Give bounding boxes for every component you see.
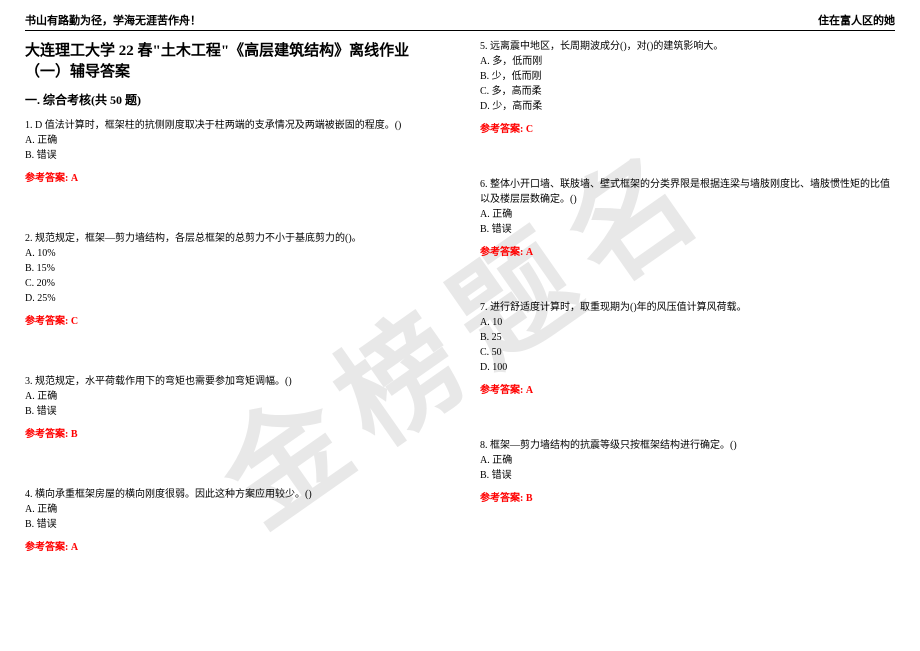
option: D. 100 xyxy=(480,360,895,375)
answer-value: A xyxy=(71,542,78,553)
doc-title: 大连理工大学 22 春"土木工程"《高层建筑结构》离线作业（一）辅导答案 xyxy=(25,39,440,81)
option: B. 错误 xyxy=(25,404,440,419)
answer-label: 参考答案: xyxy=(480,124,523,135)
answer-label: 参考答案: xyxy=(480,493,523,504)
answer: 参考答案: A xyxy=(25,540,440,555)
answer: 参考答案: A xyxy=(25,171,440,186)
section-title: 一. 综合考核(共 50 题) xyxy=(25,91,440,108)
option: B. 错误 xyxy=(480,222,895,237)
question-block: 3. 规范规定，水平荷载作用下的弯矩也需要参加弯矩调幅。() A. 正确 B. … xyxy=(25,374,440,442)
question-block: 8. 框架—剪力墙结构的抗震等级只按框架结构进行确定。() A. 正确 B. 错… xyxy=(480,438,895,506)
option: D. 25% xyxy=(25,291,440,306)
answer: 参考答案: B xyxy=(25,427,440,442)
question-block: 5. 远离震中地区，长周期波成分()，对()的建筑影响大。 A. 多，低而刚 B… xyxy=(480,39,895,137)
question-text: 4. 横向承重框架房屋的横向刚度很弱。因此这种方案应用较少。() xyxy=(25,487,440,502)
option: B. 错误 xyxy=(480,468,895,483)
option: B. 15% xyxy=(25,261,440,276)
option: A. 正确 xyxy=(480,207,895,222)
option: A. 10% xyxy=(25,246,440,261)
option: C. 多，高而柔 xyxy=(480,84,895,99)
option: D. 少，高而柔 xyxy=(480,99,895,114)
answer-label: 参考答案: xyxy=(25,316,68,327)
page-content: 书山有路勤为径，学海无涯苦作舟！ 住在富人区的她 大连理工大学 22 春"土木工… xyxy=(0,0,920,595)
question-text: 7. 进行舒适度计算时，取重现期为()年的风压值计算风荷载。 xyxy=(480,300,895,315)
answer: 参考答案: B xyxy=(480,491,895,506)
answer-value: A xyxy=(526,247,533,258)
question-text: 5. 远离震中地区，长周期波成分()，对()的建筑影响大。 xyxy=(480,39,895,54)
question-text: 8. 框架—剪力墙结构的抗震等级只按框架结构进行确定。() xyxy=(480,438,895,453)
option: A. 正确 xyxy=(25,389,440,404)
answer: 参考答案: A xyxy=(480,383,895,398)
answer-value: C xyxy=(526,124,533,135)
answer: 参考答案: A xyxy=(480,245,895,260)
option: B. 错误 xyxy=(25,517,440,532)
option: B. 错误 xyxy=(25,148,440,163)
question-text: 2. 规范规定，框架—剪力墙结构，各层总框架的总剪力不小于基底剪力的()。 xyxy=(25,231,440,246)
option: A. 正确 xyxy=(480,453,895,468)
left-column: 大连理工大学 22 春"土木工程"《高层建筑结构》离线作业（一）辅导答案 一. … xyxy=(25,39,440,583)
answer-value: A xyxy=(71,173,78,184)
header-right: 住在富人区的她 xyxy=(818,12,895,28)
answer-value: C xyxy=(71,316,78,327)
answer-label: 参考答案: xyxy=(25,429,68,440)
question-block: 4. 横向承重框架房屋的横向刚度很弱。因此这种方案应用较少。() A. 正确 B… xyxy=(25,487,440,555)
answer-value: B xyxy=(71,429,78,440)
header-row: 书山有路勤为径，学海无涯苦作舟！ 住在富人区的她 xyxy=(25,12,895,31)
question-text: 1. D 值法计算时，框架柱的抗侧刚度取决于柱两端的支承情况及两端被嵌固的程度。… xyxy=(25,118,440,133)
question-text: 3. 规范规定，水平荷载作用下的弯矩也需要参加弯矩调幅。() xyxy=(25,374,440,389)
question-block: 2. 规范规定，框架—剪力墙结构，各层总框架的总剪力不小于基底剪力的()。 A.… xyxy=(25,231,440,329)
question-block: 1. D 值法计算时，框架柱的抗侧刚度取决于柱两端的支承情况及两端被嵌固的程度。… xyxy=(25,118,440,186)
columns: 大连理工大学 22 春"土木工程"《高层建筑结构》离线作业（一）辅导答案 一. … xyxy=(25,39,895,583)
answer: 参考答案: C xyxy=(480,122,895,137)
answer-label: 参考答案: xyxy=(480,385,523,396)
option: B. 25 xyxy=(480,330,895,345)
answer-label: 参考答案: xyxy=(480,247,523,258)
option: B. 少，低而刚 xyxy=(480,69,895,84)
question-text: 6. 整体小开口墙、联肢墙、壁式框架的分类界限是根据连梁与墙肢刚度比、墙肢惯性矩… xyxy=(480,177,895,207)
option: A. 多，低而刚 xyxy=(480,54,895,69)
answer-value: A xyxy=(526,385,533,396)
answer: 参考答案: C xyxy=(25,314,440,329)
right-column: 5. 远离震中地区，长周期波成分()，对()的建筑影响大。 A. 多，低而刚 B… xyxy=(480,39,895,583)
option: A. 正确 xyxy=(25,502,440,517)
option: A. 10 xyxy=(480,315,895,330)
option: C. 50 xyxy=(480,345,895,360)
answer-label: 参考答案: xyxy=(25,173,68,184)
answer-label: 参考答案: xyxy=(25,542,68,553)
option: C. 20% xyxy=(25,276,440,291)
answer-value: B xyxy=(526,493,533,504)
option: A. 正确 xyxy=(25,133,440,148)
question-block: 6. 整体小开口墙、联肢墙、壁式框架的分类界限是根据连梁与墙肢刚度比、墙肢惯性矩… xyxy=(480,177,895,260)
question-block: 7. 进行舒适度计算时，取重现期为()年的风压值计算风荷载。 A. 10 B. … xyxy=(480,300,895,398)
header-left: 书山有路勤为径，学海无涯苦作舟！ xyxy=(25,12,201,28)
